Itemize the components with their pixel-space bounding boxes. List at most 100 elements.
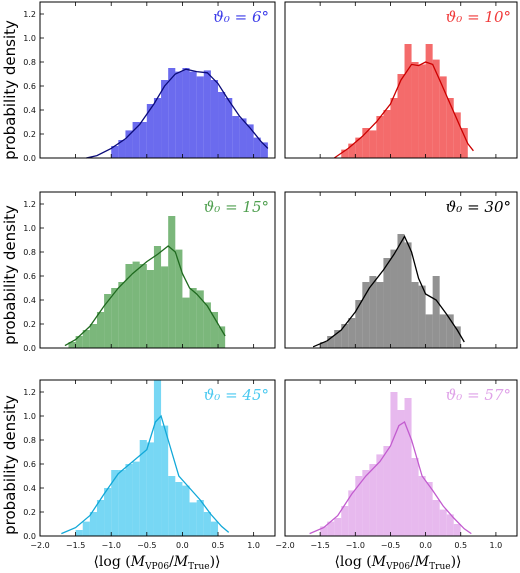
x-axis-label-right: ⟨log (MVP06/MTrue)⟩ <box>334 554 461 572</box>
hist-bar <box>425 314 433 348</box>
y-tick-label: 0.6 <box>23 272 36 281</box>
y-axis-label-row2: probability density <box>1 205 19 345</box>
x-tick-label: −0.5 <box>381 541 400 550</box>
axes-frame <box>39 191 276 349</box>
y-tick-label: 0.4 <box>23 296 36 305</box>
kde-curve <box>312 234 465 348</box>
hist-bar <box>439 314 447 348</box>
kde-curve <box>86 68 269 159</box>
x-tick-label: 0.0 <box>419 541 432 550</box>
axes-frame <box>39 1 276 159</box>
hist-bar <box>75 530 83 536</box>
x-tick-label: 1.0 <box>490 541 503 550</box>
panel-annotation: ϑ₀ = 57° <box>446 386 511 404</box>
hist-bar <box>418 285 426 348</box>
hist-bar <box>203 70 211 158</box>
x-tick-label: −1.5 <box>310 541 329 550</box>
hist-bar <box>376 454 384 536</box>
y-tick-label: 0.4 <box>23 106 36 115</box>
hist-bar <box>111 146 119 158</box>
hist-bar <box>111 470 119 536</box>
kde-curve <box>61 414 230 535</box>
hist-bar <box>175 71 183 158</box>
hist-bar <box>153 98 162 158</box>
hist-bar <box>175 249 183 348</box>
hist-bar <box>327 336 335 348</box>
hist-bar <box>253 137 261 158</box>
hist-bar <box>397 74 405 158</box>
hist-bar <box>161 80 169 158</box>
x-tick-label: −1.0 <box>101 541 120 550</box>
y-tick-label: 0.8 <box>23 436 36 445</box>
hist-bar <box>439 509 447 536</box>
hist-bar <box>383 110 391 158</box>
panel-bottom-left: −2.0 −1.5 −1.0 −0.5 0.0 0.5 1.0 0.0 0.2 0.4 0.6 0.8… <box>23 379 276 550</box>
x-tick-label: −0.5 <box>137 541 156 550</box>
y-tick-label: 0.0 <box>23 154 36 163</box>
hist-bar <box>182 485 190 536</box>
hist-bar <box>260 142 268 158</box>
hist-bar <box>390 98 398 158</box>
hist-bar <box>460 128 468 158</box>
hist-bar <box>125 464 133 536</box>
hist-bar <box>168 476 176 536</box>
hist-bar <box>404 44 412 158</box>
panels: 0.00.20.40.60.81.01.2 ϑ₀ = 6° ϑ₀ = 10°0.00… <box>23 1 518 550</box>
y-tick-label: 1.2 <box>23 10 36 19</box>
y-tick-label: 0.6 <box>23 82 36 91</box>
axes-frame <box>284 1 518 159</box>
hist-bar <box>146 104 154 158</box>
hist-bar <box>453 326 461 348</box>
hist-bar <box>446 98 454 158</box>
y-axis-label-row1: probability density <box>1 20 19 160</box>
y-tick-label: 1.2 <box>23 200 36 209</box>
axes-frame <box>284 191 518 349</box>
hist-bar <box>210 80 219 158</box>
hist-bar <box>348 318 356 348</box>
x-tick-label: 0.5 <box>212 541 225 550</box>
hist-bar <box>82 330 90 348</box>
y-tick-label: 0.8 <box>23 58 36 67</box>
hist-bar <box>446 514 454 536</box>
hist-bar <box>89 324 97 348</box>
kde-curve <box>333 61 474 159</box>
hist-bar <box>397 234 405 348</box>
y-tick-label: 1.2 <box>23 388 36 397</box>
hist-bar <box>334 518 342 536</box>
hist-bar <box>453 524 461 536</box>
panel-top-left: 0.0 0.2 0.4 0.6 0.8 1.0 1.2 ϑ₀ = 6° <box>23 1 276 163</box>
hist-bar <box>225 98 233 158</box>
y-tick-label: 0.2 <box>23 508 36 517</box>
hist-bar <box>369 276 377 348</box>
hist-bar <box>334 330 342 348</box>
hist-bar <box>125 130 133 158</box>
hist-bar <box>168 216 176 348</box>
hist-bar <box>432 59 440 158</box>
hist-bar <box>196 290 204 348</box>
hist-bar <box>397 410 405 536</box>
hist-bar <box>246 124 254 158</box>
hist-bar <box>203 302 211 348</box>
hist-bar <box>404 242 412 348</box>
hist-bar <box>132 122 140 158</box>
y-tick-label: 0.4 <box>23 484 36 493</box>
y-tick-label: 0.8 <box>23 248 36 257</box>
hist-bar <box>418 64 426 158</box>
hist-bar <box>383 258 391 348</box>
hist-bar <box>189 502 197 536</box>
hist-bar <box>376 116 384 158</box>
hist-bar <box>439 76 447 158</box>
hist-bar <box>196 76 204 158</box>
axes-frame <box>39 379 276 537</box>
hist-bar <box>320 342 328 348</box>
hist-bar <box>139 440 147 536</box>
hist-bar <box>390 392 398 536</box>
hist-bar <box>168 68 176 158</box>
kde-curve <box>309 421 472 535</box>
hist-bar <box>348 143 356 158</box>
y-tick-label: 1.0 <box>23 224 36 233</box>
hist-bar <box>161 266 169 348</box>
hist-bar <box>362 282 370 348</box>
x-tick-label: 1.0 <box>247 541 260 550</box>
hist-bar <box>411 458 419 536</box>
